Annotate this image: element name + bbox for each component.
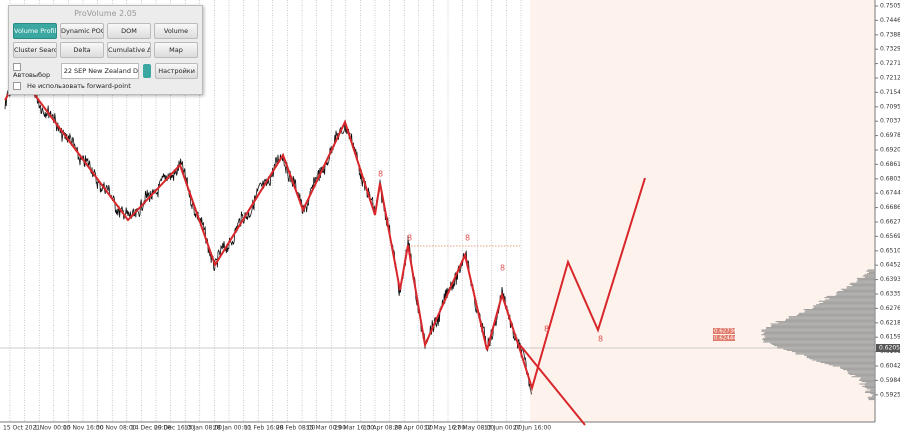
tool-button[interactable]: Volume Profile: [13, 23, 57, 39]
instrument-row: Автовыбор 22 SEP New Zealand Dollar Наст…: [9, 60, 202, 79]
price-label: 0.66275: [880, 219, 900, 226]
date-label: 28 Feb 08:00: [276, 425, 316, 432]
provolume-panel: ProVolume 2.05 Volume Profile Dynamic POC…: [8, 5, 203, 95]
level-label: 0.62736: [714, 329, 737, 335]
price-label: 0.74465: [880, 17, 900, 24]
wave-label: 8: [378, 170, 383, 179]
price-label: 0.60425: [880, 363, 900, 370]
auto-select-label: Автовыбор: [13, 71, 51, 79]
zigzag: [4, 73, 646, 392]
tool-button[interactable]: Volume: [154, 23, 198, 39]
instrument-select[interactable]: 22 SEP New Zealand Dollar: [60, 63, 139, 79]
current-price: 0.62052: [879, 345, 900, 352]
price-label: 0.68615: [880, 161, 900, 168]
date-label: 15 Mar 00:00: [306, 425, 346, 432]
price-label: 0.65105: [880, 247, 900, 254]
price-label: 0.67445: [880, 190, 900, 197]
date-label: 28 Jan 00:00: [213, 425, 251, 432]
level-box: [713, 328, 735, 334]
panel-title: ProVolume 2.05: [74, 9, 137, 18]
dropdown-button[interactable]: [142, 64, 152, 78]
price-label: 0.70955: [880, 103, 900, 110]
forward-row[interactable]: Не использовать forward-point: [9, 79, 202, 90]
date-label: 11 Feb 16:00: [244, 425, 284, 432]
date-label: 15 Oct 2021: [3, 425, 40, 432]
tool-button[interactable]: Delta: [60, 42, 104, 58]
tool-button[interactable]: Cumulative Δ: [107, 42, 151, 58]
settings-button[interactable]: Настройки: [155, 63, 198, 79]
date-label: 29 Mar 16:00: [334, 425, 374, 432]
wave-label: 8: [500, 264, 505, 273]
tool-button[interactable]: Map: [154, 42, 198, 58]
price-label: 0.62765: [880, 305, 900, 312]
date-label: 27 Jun 16:00: [513, 425, 551, 432]
date-label: 1 Nov 00:00: [34, 425, 71, 432]
date-label: 13 Jun 00:00: [484, 425, 522, 432]
price-label: 0.63935: [880, 276, 900, 283]
level-label: 0.62444: [714, 336, 737, 342]
date-label: 14 Dec 00:00: [131, 425, 172, 432]
date-label: 28 Apr 00:00: [394, 425, 433, 432]
tool-button[interactable]: Dynamic POC: [60, 23, 104, 39]
price-label: 0.61595: [880, 334, 900, 341]
current-price-box: [876, 344, 900, 352]
date-label: 12 May 16:00: [424, 425, 465, 432]
price-label: 0.59255: [880, 391, 900, 398]
date-label: 13 Jan 08:00: [184, 425, 222, 432]
auto-select[interactable]: Автовыбор: [13, 63, 57, 79]
price-label: 0.73295: [880, 46, 900, 53]
price-label: 0.72125: [880, 75, 900, 82]
price-label: 0.69785: [880, 132, 900, 139]
button-grid: Volume Profile Dynamic POC DOM Volume Cluste…: [9, 21, 202, 60]
projection: [519, 344, 586, 426]
date-label: 27 May 08:00: [453, 425, 494, 432]
date-label: 13 Apr 08:00: [363, 425, 402, 432]
forward-point-label: Не использовать forward-point: [27, 82, 131, 90]
wave-label: 8: [465, 234, 470, 243]
wave-label: 8: [598, 335, 603, 344]
level-box: [713, 335, 735, 341]
date-label: 29 Dec 16:00: [154, 425, 195, 432]
date-label: 30 Nov 08:00: [96, 425, 137, 432]
price-series: [4, 70, 532, 395]
wave-label: 8: [544, 325, 549, 334]
tool-button[interactable]: Cluster Search: [13, 42, 57, 58]
date-label: 15 Nov 16:00: [63, 425, 104, 432]
tool-button[interactable]: DOM: [107, 23, 151, 39]
wave-label: 8: [407, 234, 412, 243]
